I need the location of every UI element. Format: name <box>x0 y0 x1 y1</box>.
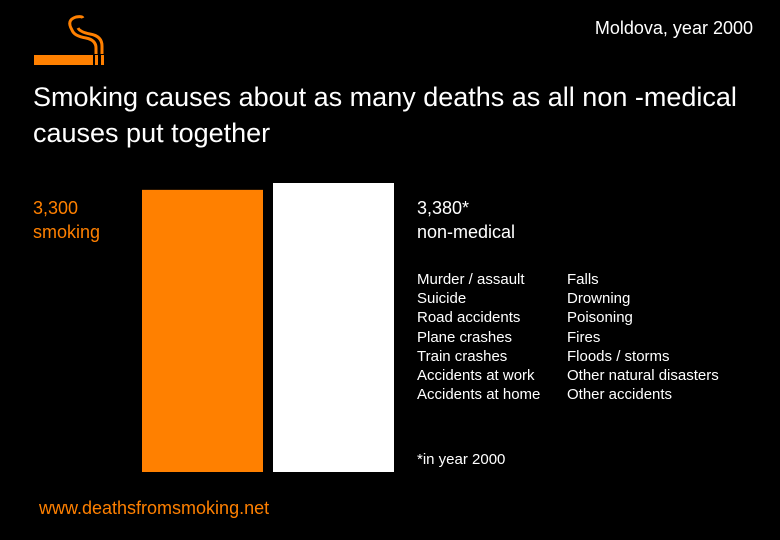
list-item: Floods / storms <box>567 347 670 365</box>
list-item: Accidents at home <box>417 386 541 404</box>
list-item: Drowning <box>567 290 631 308</box>
cigarette-smoke-icon <box>34 15 104 65</box>
smoking-name: smoking <box>33 222 101 242</box>
list-item: Plane crashes <box>417 328 513 346</box>
list-item: Other accidents <box>567 386 673 404</box>
country-year-label: Moldova, year 2000 <box>594 18 753 38</box>
list-item: Road accidents <box>417 309 521 327</box>
non-medical-value: 3,380* <box>417 198 470 218</box>
list-item: Train crashes <box>417 347 508 365</box>
page-title: Smoking causes about as many deaths as a… <box>33 82 737 148</box>
causes-list-2: Falls Drowning Poisoning Fires Floods / … <box>567 270 719 404</box>
website-link[interactable]: www.deathsfromsmoking.net <box>39 498 270 518</box>
causes-list-1: Murder / assault Suicide Road accidents … <box>417 270 540 404</box>
list-item: Falls <box>567 271 599 288</box>
list-item: Accidents at work <box>417 367 535 385</box>
non-medical-name: non-medical <box>417 222 516 242</box>
footnote: *in year 2000 <box>417 451 506 468</box>
list-item: Fires <box>567 328 601 346</box>
bar-non-medical <box>273 183 394 472</box>
list-item: Other natural disasters <box>567 367 719 385</box>
list-item: Murder / assault <box>417 271 525 288</box>
list-item: Suicide <box>417 290 467 308</box>
non-medical-label: 3,380* non-medical <box>417 196 515 244</box>
smoking-label: 3,300 smoking <box>33 196 100 244</box>
list-item: Poisoning <box>567 309 633 327</box>
smoking-value: 3,300 <box>33 198 79 218</box>
bar-smoking <box>142 189 263 472</box>
